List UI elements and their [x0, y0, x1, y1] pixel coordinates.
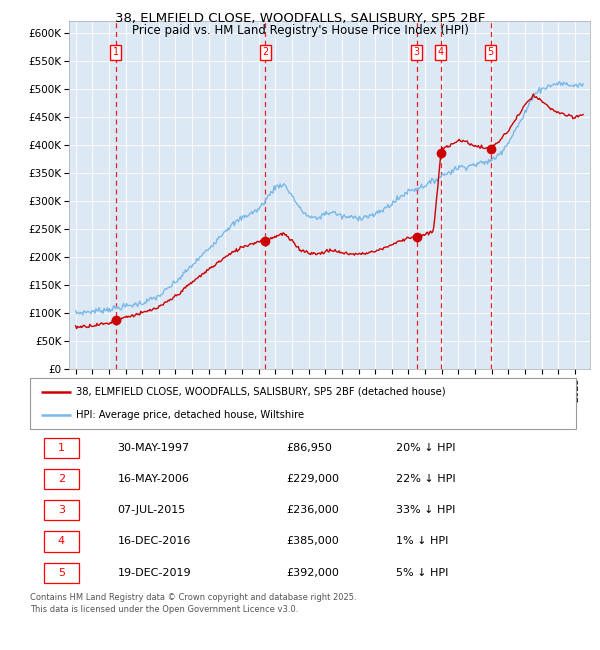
- Text: 38, ELMFIELD CLOSE, WOODFALLS, SALISBURY, SP5 2BF (detached house): 38, ELMFIELD CLOSE, WOODFALLS, SALISBURY…: [76, 387, 446, 397]
- FancyBboxPatch shape: [44, 500, 79, 521]
- Text: 19-DEC-2019: 19-DEC-2019: [118, 567, 191, 578]
- Text: 1: 1: [58, 443, 65, 453]
- Text: 30-MAY-1997: 30-MAY-1997: [118, 443, 190, 453]
- Text: 5% ↓ HPI: 5% ↓ HPI: [396, 567, 448, 578]
- Text: £392,000: £392,000: [287, 567, 340, 578]
- Text: 4: 4: [438, 47, 444, 57]
- Text: 3: 3: [413, 47, 420, 57]
- FancyBboxPatch shape: [44, 531, 79, 552]
- FancyBboxPatch shape: [44, 437, 79, 458]
- Text: 16-MAY-2006: 16-MAY-2006: [118, 474, 189, 484]
- Text: 2: 2: [262, 47, 268, 57]
- Text: 38, ELMFIELD CLOSE, WOODFALLS, SALISBURY, SP5 2BF: 38, ELMFIELD CLOSE, WOODFALLS, SALISBURY…: [115, 12, 485, 25]
- Text: HPI: Average price, detached house, Wiltshire: HPI: Average price, detached house, Wilt…: [76, 410, 305, 421]
- Text: 3: 3: [58, 505, 65, 515]
- Text: 20% ↓ HPI: 20% ↓ HPI: [396, 443, 455, 453]
- Text: 5: 5: [488, 47, 494, 57]
- Text: Contains HM Land Registry data © Crown copyright and database right 2025.
This d: Contains HM Land Registry data © Crown c…: [30, 593, 356, 614]
- Text: Price paid vs. HM Land Registry's House Price Index (HPI): Price paid vs. HM Land Registry's House …: [131, 24, 469, 37]
- Text: £229,000: £229,000: [287, 474, 340, 484]
- Text: 33% ↓ HPI: 33% ↓ HPI: [396, 505, 455, 515]
- Text: 5: 5: [58, 567, 65, 578]
- Text: 07-JUL-2015: 07-JUL-2015: [118, 505, 185, 515]
- FancyBboxPatch shape: [44, 562, 79, 583]
- Text: 1% ↓ HPI: 1% ↓ HPI: [396, 536, 448, 547]
- Text: £236,000: £236,000: [287, 505, 340, 515]
- Text: 4: 4: [58, 536, 65, 547]
- Text: £86,950: £86,950: [287, 443, 332, 453]
- FancyBboxPatch shape: [30, 378, 576, 429]
- Text: 22% ↓ HPI: 22% ↓ HPI: [396, 474, 455, 484]
- Text: 2: 2: [58, 474, 65, 484]
- FancyBboxPatch shape: [44, 469, 79, 489]
- Text: 1: 1: [113, 47, 119, 57]
- Text: 16-DEC-2016: 16-DEC-2016: [118, 536, 191, 547]
- Text: £385,000: £385,000: [287, 536, 340, 547]
